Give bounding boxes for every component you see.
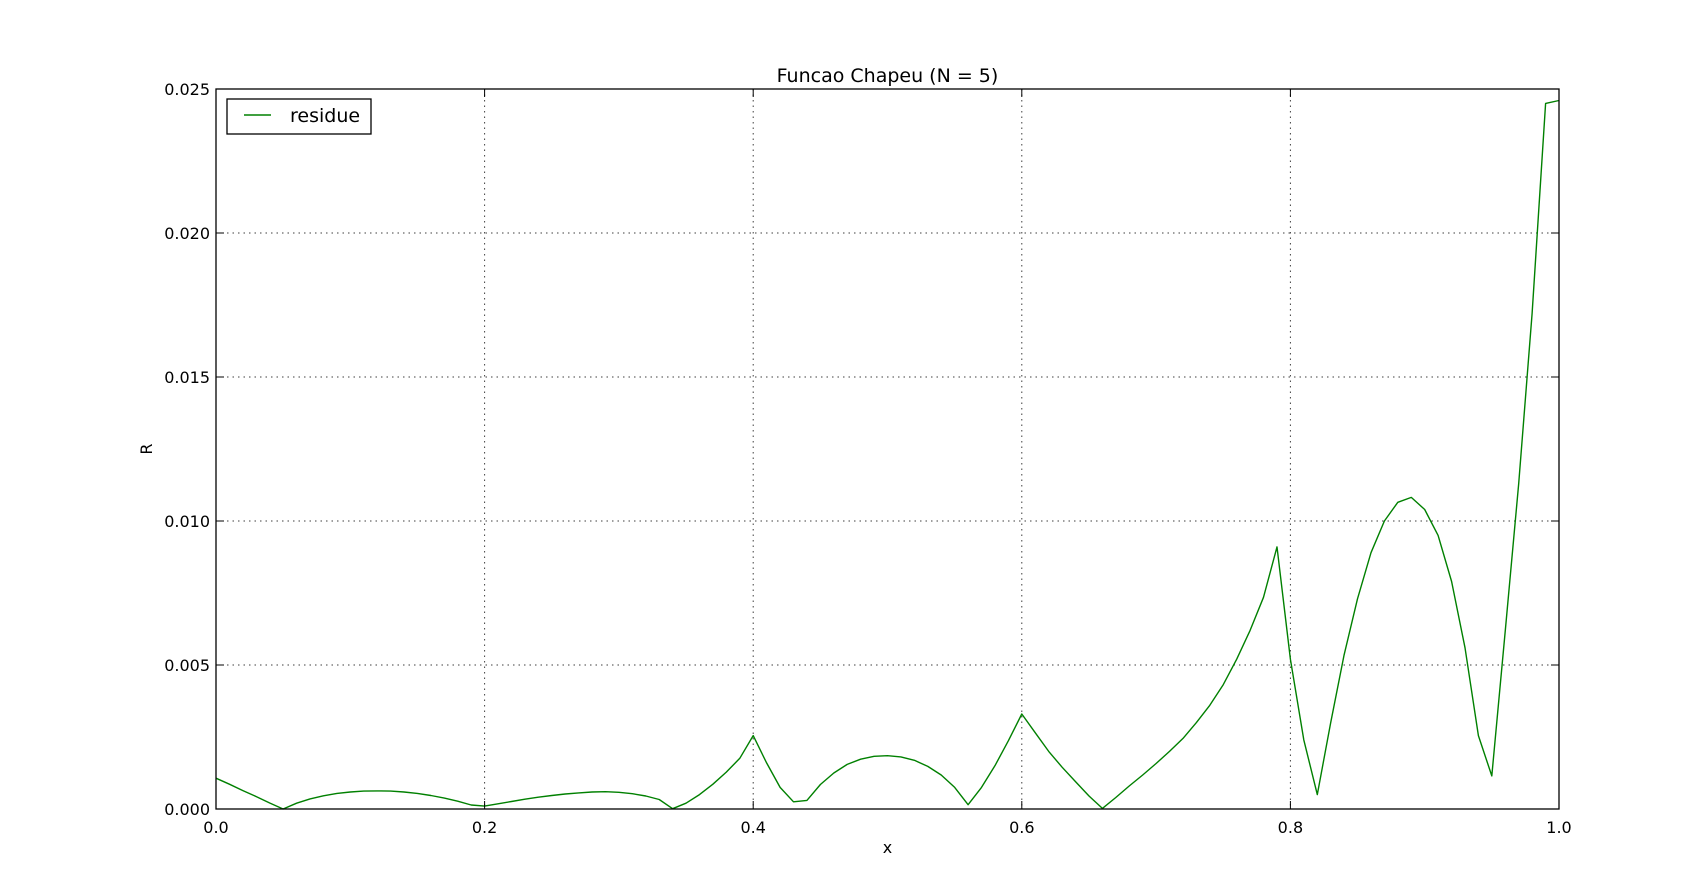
grid (216, 89, 1559, 809)
y-tick-label: 0.015 (164, 368, 210, 387)
series-layer (215, 99, 1560, 810)
axis-ticks (215, 88, 1560, 810)
x-tick-label: 0.0 (203, 818, 228, 837)
x-axis-label: x (883, 838, 892, 857)
x-tick-label: 0.8 (1278, 818, 1303, 837)
plot-area (215, 88, 1560, 810)
chart-title: Funcao Chapeu (N = 5) (777, 65, 999, 87)
series-line-residue (215, 99, 1560, 810)
y-tick-label: 0.010 (164, 512, 210, 531)
legend: residue (226, 98, 372, 135)
x-tick-label: 0.6 (1009, 818, 1034, 837)
x-tick-label: 0.2 (472, 818, 497, 837)
x-tick-label: 1.0 (1546, 818, 1571, 837)
axis-tick-labels: 0.0 0.2 0.4 0.6 0.8 1.0 0.000 0.005 0.010 0.015 0.… (164, 80, 1572, 837)
legend-box (226, 98, 372, 135)
x-tick-label: 0.4 (740, 818, 765, 837)
y-tick-label: 0.000 (164, 800, 210, 819)
y-axis-label: R (137, 443, 156, 454)
y-tick-label: 0.020 (164, 224, 210, 243)
y-tick-label: 0.005 (164, 656, 210, 675)
legend-label-residue: residue (290, 105, 360, 127)
y-tick-label: 0.025 (164, 80, 210, 99)
